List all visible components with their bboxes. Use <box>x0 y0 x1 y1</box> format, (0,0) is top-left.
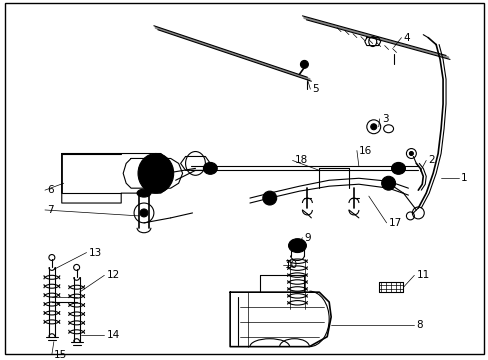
Ellipse shape <box>262 191 276 205</box>
Text: 14: 14 <box>106 330 120 340</box>
Ellipse shape <box>300 60 308 68</box>
Text: 11: 11 <box>415 270 428 280</box>
Ellipse shape <box>137 189 151 197</box>
Text: 5: 5 <box>312 84 318 94</box>
Text: 3: 3 <box>381 114 387 124</box>
Text: 13: 13 <box>88 248 102 257</box>
Polygon shape <box>123 158 182 188</box>
Polygon shape <box>180 157 210 170</box>
Ellipse shape <box>203 162 217 174</box>
Text: 16: 16 <box>358 145 371 156</box>
Text: 8: 8 <box>415 320 422 330</box>
Ellipse shape <box>391 162 405 174</box>
Text: 4: 4 <box>403 33 409 42</box>
Polygon shape <box>61 153 175 203</box>
Text: 1: 1 <box>460 173 467 183</box>
Ellipse shape <box>408 152 412 156</box>
Polygon shape <box>230 292 330 347</box>
Text: 18: 18 <box>294 156 307 166</box>
Text: 15: 15 <box>54 350 67 360</box>
Text: 2: 2 <box>427 156 434 166</box>
Ellipse shape <box>140 209 148 217</box>
Ellipse shape <box>288 239 306 253</box>
Text: 12: 12 <box>106 270 120 280</box>
Ellipse shape <box>152 169 160 177</box>
Text: 7: 7 <box>47 205 53 215</box>
Ellipse shape <box>381 176 395 190</box>
Ellipse shape <box>138 153 173 193</box>
Text: 10: 10 <box>284 260 297 270</box>
Text: 17: 17 <box>388 218 401 228</box>
Text: 6: 6 <box>47 185 53 195</box>
Text: 9: 9 <box>304 233 310 243</box>
Ellipse shape <box>370 124 376 130</box>
